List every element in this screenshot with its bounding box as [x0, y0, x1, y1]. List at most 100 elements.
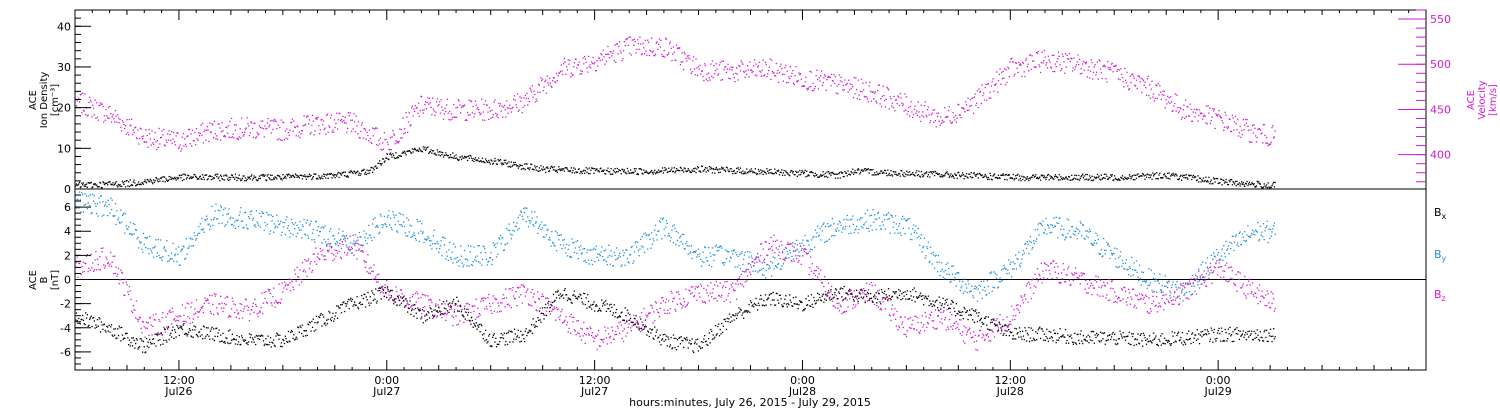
- by-point: [106, 205, 108, 208]
- by-point: [177, 246, 180, 248]
- density-point: [527, 167, 530, 169]
- by-point: [388, 210, 390, 212]
- velocity-point: [491, 109, 493, 111]
- bz-point: [223, 307, 225, 309]
- velocity-point: [136, 138, 138, 140]
- by-point: [495, 246, 497, 249]
- density-point: [1227, 184, 1230, 186]
- by-point: [342, 230, 344, 232]
- bz-point: [320, 250, 322, 252]
- bz-point: [117, 273, 119, 275]
- velocity-point: [436, 98, 438, 100]
- velocity-point: [283, 121, 285, 124]
- bz-point: [206, 298, 208, 300]
- bz-point: [256, 313, 258, 315]
- by-point: [1240, 243, 1242, 246]
- velocity-point: [852, 86, 854, 88]
- by-point: [1163, 294, 1165, 296]
- density-point: [803, 172, 805, 175]
- density-point: [91, 187, 93, 189]
- density-point: [463, 155, 466, 158]
- velocity-point: [594, 61, 596, 64]
- by-point: [213, 217, 215, 219]
- density-point: [865, 170, 867, 172]
- by-point: [837, 223, 839, 225]
- density-point: [1097, 176, 1099, 179]
- density-point: [125, 180, 127, 182]
- density-point: [1032, 174, 1034, 176]
- density-point: [635, 168, 637, 170]
- density-point: [933, 171, 935, 173]
- velocity-point: [1135, 79, 1138, 81]
- density-point: [1139, 175, 1141, 177]
- density-point: [615, 172, 617, 174]
- by-point: [780, 268, 782, 270]
- by-point: [1218, 262, 1220, 264]
- velocity-point: [479, 114, 481, 116]
- by-point: [1115, 266, 1117, 268]
- velocity-point: [883, 94, 885, 97]
- density-point: [697, 167, 700, 169]
- velocity-point: [701, 70, 703, 72]
- velocity-point: [256, 131, 258, 134]
- density-point: [789, 171, 791, 173]
- by-point: [601, 256, 604, 258]
- velocity-point: [583, 63, 585, 65]
- by-point: [358, 231, 360, 234]
- velocity-point: [923, 116, 925, 118]
- density-point: [241, 177, 244, 179]
- density-point: [1013, 179, 1015, 181]
- by-point: [655, 234, 657, 236]
- bz-point: [275, 300, 277, 302]
- by-point: [714, 245, 717, 248]
- density-point: [1043, 175, 1046, 177]
- velocity-point: [591, 62, 594, 65]
- velocity-point: [370, 141, 372, 143]
- by-point: [1063, 228, 1065, 230]
- density-point: [1039, 176, 1041, 178]
- by-point: [1054, 225, 1056, 228]
- by-point: [793, 246, 795, 248]
- density-point: [796, 175, 798, 177]
- density-point: [142, 183, 145, 185]
- density-point: [421, 150, 423, 152]
- bz-point: [315, 263, 318, 265]
- density-point: [119, 184, 121, 186]
- velocity-point: [145, 129, 147, 131]
- velocity-point: [739, 70, 742, 72]
- velocity-point: [290, 121, 292, 124]
- by-point: [1042, 220, 1044, 222]
- density-point: [948, 176, 950, 178]
- velocity-point: [103, 115, 106, 117]
- bz-point: [261, 292, 263, 294]
- velocity-point: [956, 117, 958, 119]
- by-point: [287, 225, 290, 227]
- velocity-point: [640, 43, 642, 45]
- by-point: [492, 242, 495, 244]
- velocity-point: [586, 67, 588, 69]
- velocity-point: [378, 139, 380, 141]
- velocity-point: [764, 74, 766, 76]
- density-point: [1231, 184, 1233, 186]
- velocity-point: [493, 101, 495, 103]
- by-point: [1116, 248, 1118, 250]
- by-point: [993, 287, 996, 289]
- density-point: [220, 174, 222, 176]
- density-point: [474, 158, 476, 161]
- density-point: [748, 171, 750, 173]
- by-point: [1188, 283, 1190, 285]
- by-point: [336, 242, 339, 244]
- density-point: [983, 175, 986, 177]
- by-point: [196, 234, 198, 237]
- density-point: [221, 178, 223, 180]
- velocity-point: [455, 107, 457, 109]
- by-point: [856, 225, 858, 228]
- by-point: [683, 248, 685, 250]
- density-point: [1075, 174, 1078, 177]
- bz-point: [216, 307, 218, 309]
- by-point: [633, 251, 636, 253]
- by-point: [292, 234, 294, 236]
- by-point: [91, 212, 93, 214]
- by-point: [248, 216, 250, 218]
- by-point: [75, 207, 78, 209]
